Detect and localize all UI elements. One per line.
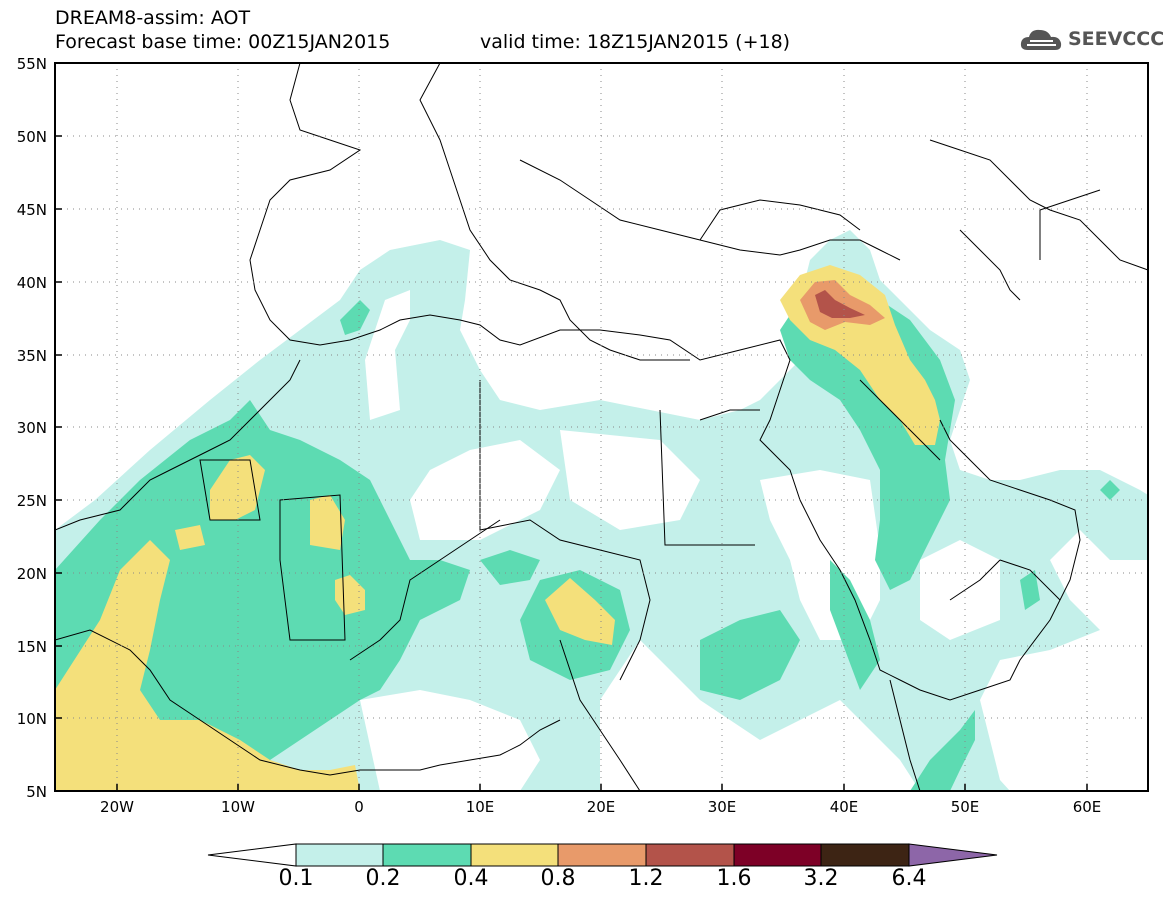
colorbar-label: 1.2 xyxy=(628,866,664,891)
lat-label: 30N xyxy=(17,419,47,437)
colorbar-bin xyxy=(645,843,735,867)
lon-label: 50E xyxy=(951,798,980,816)
lon-label: 10W xyxy=(221,798,255,816)
colorbar-label: 3.2 xyxy=(803,866,839,891)
colorbar-bin xyxy=(382,843,472,867)
lat-label: 55N xyxy=(17,55,47,73)
lon-label: 60E xyxy=(1073,798,1102,816)
valid-time: valid time: 18Z15JAN2015 (+18) xyxy=(480,31,791,53)
colorbar-label: 0.2 xyxy=(365,866,401,891)
cloud-icon xyxy=(1020,29,1062,50)
coastlines xyxy=(55,63,1148,791)
colorbar-bin xyxy=(557,843,647,867)
lat-label: 15N xyxy=(17,638,47,656)
lat-label: 35N xyxy=(17,347,47,365)
gridlines xyxy=(55,63,1148,791)
lon-label: 20E xyxy=(587,798,616,816)
tick-marks xyxy=(55,135,1088,791)
lat-label: 50N xyxy=(17,128,47,146)
lon-label: 20W xyxy=(100,798,134,816)
forecast-base-time: Forecast base time: 00Z15JAN2015 xyxy=(55,31,391,53)
lat-label: 20N xyxy=(17,565,47,583)
lat-label: 25N xyxy=(17,492,47,510)
lon-label: 30E xyxy=(708,798,737,816)
logo-text: SEEVCCC xyxy=(1068,28,1165,50)
colorbar-right-arrow xyxy=(908,843,998,867)
lon-label: 40E xyxy=(830,798,859,816)
lon-label: 10E xyxy=(466,798,495,816)
aot-field xyxy=(55,230,1148,791)
lat-label: 5N xyxy=(26,783,47,801)
colorbar-label: 0.1 xyxy=(278,866,314,891)
colorbar-label: 1.6 xyxy=(716,866,752,891)
colorbar-label: 6.4 xyxy=(891,866,927,891)
aot-level-1-2 xyxy=(815,290,865,318)
colorbar-label: 0.8 xyxy=(540,866,576,891)
lon-label: 0 xyxy=(354,798,364,816)
map-title: DREAM8-assim: AOT xyxy=(55,7,251,29)
colorbar-bin xyxy=(733,843,822,867)
colorbar-bin xyxy=(295,843,384,867)
lat-label: 45N xyxy=(17,201,47,219)
lat-label: 40N xyxy=(17,274,47,292)
colorbar-left-arrow xyxy=(207,843,297,867)
colorbar xyxy=(207,843,998,867)
lat-label: 10N xyxy=(17,710,47,728)
colorbar-bin xyxy=(470,843,559,867)
colorbar-bin xyxy=(820,843,910,867)
colorbar-label: 0.4 xyxy=(453,866,489,891)
